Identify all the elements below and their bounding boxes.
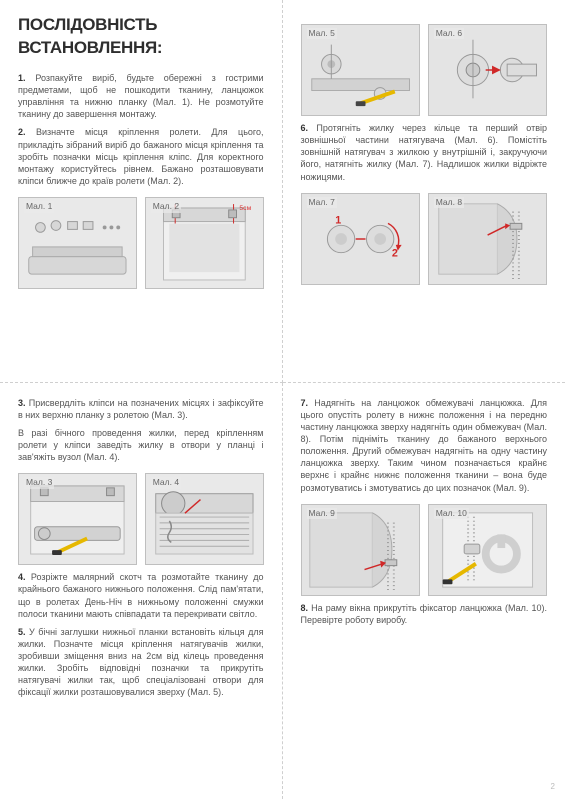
- figure-4: Мал. 4: [145, 473, 264, 565]
- step-8: 8. На раму вікна прикрутіть фіксатор лан…: [301, 602, 548, 626]
- figure-caption: Мал. 2: [151, 201, 181, 212]
- figure-caption: Мал. 1: [24, 201, 54, 212]
- figure-caption: Мал. 7: [307, 197, 337, 208]
- step-3a: В разі бічного проведення жилки, перед к…: [18, 427, 264, 463]
- figure-caption: Мал. 8: [434, 197, 464, 208]
- step-3: 3. Присвердліть кліпси на позначених міс…: [18, 397, 264, 421]
- step-5: 5. У бічні заглушки нижньої планки встан…: [18, 626, 264, 699]
- figure-caption: Мал. 6: [434, 28, 464, 39]
- figure-9: Мал. 9: [301, 504, 420, 596]
- page-title: ПОСЛІДОВНІСТЬ ВСТАНОВЛЕННЯ:: [18, 14, 264, 60]
- section-top-right: Мал. 5 Мал. 6: [283, 0, 565, 383]
- svg-text:2: 2: [391, 247, 397, 259]
- step-6: 6. Протягніть жилку через кільце та перш…: [301, 122, 548, 183]
- step-4: 4. Розріжте малярний скотч та розмотайте…: [18, 571, 264, 620]
- page-number: 2: [551, 782, 555, 793]
- figure-8: Мал. 8: [428, 193, 547, 285]
- figure-caption: Мал. 10: [434, 508, 469, 519]
- figure-7: Мал. 7 1 2: [301, 193, 420, 285]
- step-1: 1. Розпакуйте виріб, будьте обережні з г…: [18, 72, 264, 121]
- section-bottom-left: 3. Присвердліть кліпси на позначених міс…: [0, 383, 283, 799]
- figure-caption: Мал. 3: [24, 477, 54, 488]
- section-top-left: ПОСЛІДОВНІСТЬ ВСТАНОВЛЕННЯ: 1. Розпакуйт…: [0, 0, 283, 383]
- dim-text: 5см: [239, 205, 251, 212]
- figure-3: Мал. 3: [18, 473, 137, 565]
- figure-1: Мал. 1: [18, 197, 137, 289]
- section-bottom-right: 7. Надягніть на ланцюжок обмежувачі ланц…: [283, 383, 565, 799]
- figure-5: Мал. 5: [301, 24, 420, 116]
- step-2: 2. Визначте місця кріплення ролети. Для …: [18, 126, 264, 187]
- step-7: 7. Надягніть на ланцюжок обмежувачі ланц…: [301, 397, 548, 494]
- figure-2: Мал. 2 5см: [145, 197, 264, 289]
- figure-caption: Мал. 4: [151, 477, 181, 488]
- figure-caption: Мал. 9: [307, 508, 337, 519]
- figure-caption: Мал. 5: [307, 28, 337, 39]
- figure-6: Мал. 6: [428, 24, 547, 116]
- figure-10: Мал. 10: [428, 504, 547, 596]
- svg-text:1: 1: [335, 214, 341, 226]
